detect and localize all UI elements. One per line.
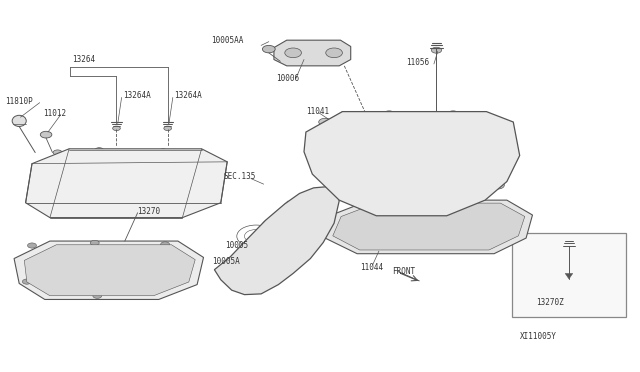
Text: 11056: 11056 [406, 58, 429, 67]
Polygon shape [333, 203, 525, 250]
Text: XI11005Y: XI11005Y [520, 332, 557, 341]
Circle shape [161, 242, 170, 247]
Circle shape [167, 281, 176, 286]
Circle shape [193, 151, 202, 157]
Circle shape [285, 48, 301, 58]
Circle shape [159, 149, 168, 154]
Circle shape [78, 166, 95, 176]
Circle shape [360, 217, 393, 237]
Polygon shape [304, 112, 520, 216]
Circle shape [383, 111, 396, 118]
Polygon shape [26, 149, 227, 218]
Circle shape [164, 126, 172, 131]
Text: 11810P: 11810P [5, 97, 33, 106]
Circle shape [28, 243, 36, 248]
Circle shape [113, 126, 120, 131]
Circle shape [53, 150, 62, 155]
Text: FRONT: FRONT [392, 267, 415, 276]
Circle shape [138, 166, 154, 176]
Polygon shape [274, 40, 351, 66]
Text: SEC.135: SEC.135 [224, 172, 257, 181]
Text: 13264: 13264 [72, 55, 95, 64]
Circle shape [108, 166, 125, 176]
Circle shape [490, 120, 502, 127]
Circle shape [226, 271, 237, 278]
Circle shape [436, 217, 470, 237]
Circle shape [132, 260, 160, 276]
Polygon shape [565, 273, 573, 279]
Polygon shape [325, 200, 532, 254]
Circle shape [95, 148, 104, 153]
Bar [512, 233, 626, 317]
Circle shape [492, 182, 504, 189]
Ellipse shape [12, 115, 26, 126]
Polygon shape [14, 241, 204, 299]
Text: 13264A: 13264A [174, 92, 202, 100]
Circle shape [34, 260, 62, 276]
Circle shape [262, 45, 275, 53]
Text: 13264A: 13264A [123, 92, 150, 100]
Circle shape [22, 279, 31, 284]
Circle shape [506, 148, 518, 155]
Circle shape [164, 166, 181, 176]
Text: 13270: 13270 [138, 207, 161, 216]
Circle shape [475, 217, 508, 237]
Circle shape [40, 131, 52, 138]
Text: 13270Z: 13270Z [536, 298, 564, 307]
Polygon shape [214, 187, 339, 295]
Circle shape [326, 48, 342, 58]
Text: 10006: 10006 [276, 74, 300, 83]
Circle shape [85, 260, 113, 276]
Text: 10005AA: 10005AA [211, 36, 244, 45]
Polygon shape [24, 245, 195, 296]
Text: 10005A: 10005A [212, 257, 240, 266]
Text: 11041: 11041 [306, 107, 329, 116]
Text: 11044: 11044 [360, 263, 383, 272]
Circle shape [90, 240, 99, 246]
Text: 11012: 11012 [44, 109, 67, 118]
Circle shape [447, 111, 460, 118]
Circle shape [398, 217, 431, 237]
Circle shape [431, 47, 442, 53]
Circle shape [93, 293, 102, 298]
Circle shape [319, 118, 332, 126]
Text: 10005: 10005 [225, 241, 248, 250]
